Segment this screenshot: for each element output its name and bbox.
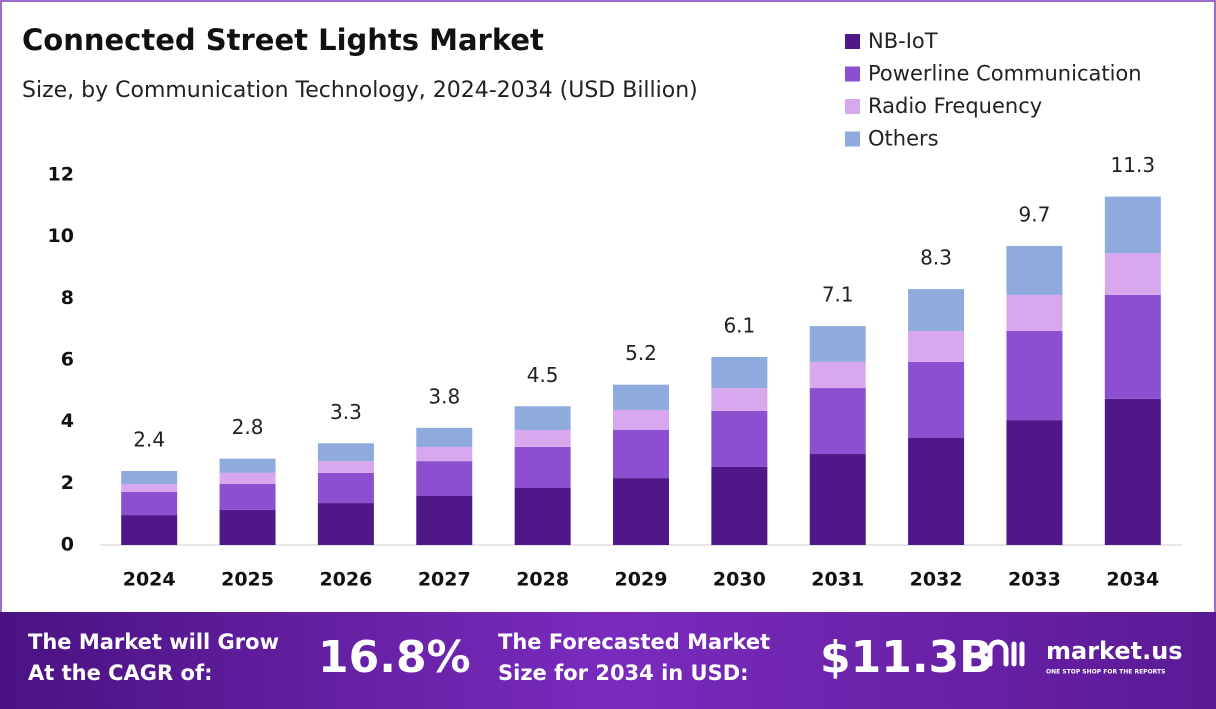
- footer-value: 16.8%: [318, 632, 471, 683]
- bar-segment: [514, 487, 571, 545]
- bar-segment: [416, 427, 473, 447]
- total-label: 5.2: [625, 341, 657, 365]
- total-label: 3.8: [428, 384, 460, 408]
- x-tick-label: 2032: [910, 569, 963, 591]
- bar-segment: [908, 331, 965, 362]
- bar-segment: [317, 443, 374, 462]
- bar-segment: [416, 461, 473, 496]
- bar-segment: [711, 388, 768, 411]
- bar-segment: [1104, 253, 1161, 295]
- total-label: 9.7: [1019, 202, 1051, 226]
- bar-segment: [121, 483, 178, 492]
- total-label: 2.8: [232, 415, 264, 439]
- total-label: 7.1: [822, 283, 854, 307]
- bar-segment: [219, 458, 276, 473]
- bar-segment: [908, 438, 965, 545]
- brand-tagline: ONE STOP SHOP FOR THE REPORTS: [1046, 669, 1165, 676]
- bar-segment: [809, 326, 866, 362]
- legend-swatch: [845, 34, 860, 49]
- bar-segment: [514, 406, 571, 430]
- bar-segment: [219, 509, 276, 545]
- y-tick-label: 8: [61, 287, 74, 309]
- bar-segment: [1006, 245, 1063, 295]
- bar-segment: [613, 429, 669, 479]
- legend-swatch: [845, 131, 860, 147]
- brand: market.us: [1046, 637, 1183, 665]
- bar-segment: [1006, 294, 1063, 332]
- bar-segment: [416, 446, 473, 462]
- total-label: 3.3: [330, 400, 362, 424]
- bar-segment: [1006, 420, 1063, 545]
- x-tick-label: 2024: [123, 569, 176, 591]
- x-tick-label: 2031: [811, 569, 864, 591]
- x-tick-label: 2030: [713, 569, 766, 591]
- bar-segment: [809, 361, 866, 389]
- bar-segment: [317, 472, 374, 504]
- bar-segment: [1104, 398, 1161, 545]
- legend-label: Powerline Communication: [868, 62, 1142, 86]
- footer-text: The Forecasted Market: [498, 630, 770, 654]
- bar-segment: [1006, 331, 1063, 421]
- footer-text: Size for 2034 in USD:: [498, 661, 749, 685]
- x-tick-label: 2029: [615, 569, 668, 591]
- bar-segment: [1104, 294, 1161, 399]
- chart-subtitle: Size, by Communication Technology, 2024-…: [22, 78, 698, 103]
- legend-swatch: [845, 66, 860, 82]
- bar-segment: [219, 483, 276, 510]
- y-tick-label: 6: [61, 349, 74, 371]
- bar-segment: [711, 356, 768, 389]
- bar-segment: [514, 446, 571, 488]
- total-label: 4.5: [527, 363, 559, 387]
- chart-title: Connected Street Lights Market: [22, 23, 544, 57]
- total-label: 11.3: [1111, 153, 1156, 177]
- x-tick-label: 2025: [221, 569, 274, 591]
- total-label: 2.4: [133, 428, 165, 452]
- bar-segment: [711, 466, 768, 545]
- y-tick-label: 12: [48, 164, 74, 186]
- bar-segment: [514, 429, 571, 447]
- bar-segment: [317, 461, 374, 473]
- bar-segment: [416, 495, 473, 545]
- footer-value: $11.3B: [820, 632, 993, 683]
- bar-segment: [121, 491, 178, 516]
- bar-segment: [908, 361, 965, 439]
- bar-segment: [121, 515, 178, 545]
- bar-segment: [613, 409, 669, 430]
- bar-segment: [809, 388, 866, 455]
- y-tick-label: 2: [61, 472, 74, 494]
- bar-segment: [219, 472, 276, 484]
- legend-label: Others: [868, 127, 939, 151]
- y-tick-label: 10: [48, 225, 74, 247]
- bar-segment: [809, 454, 866, 545]
- x-tick-label: 2033: [1008, 569, 1061, 591]
- y-tick-label: 0: [61, 534, 74, 556]
- footer-text: The Market will Grow: [28, 630, 279, 654]
- y-tick-label: 4: [61, 410, 74, 432]
- bar-segment: [1104, 196, 1161, 254]
- x-tick-label: 2034: [1106, 569, 1159, 591]
- legend-swatch: [845, 99, 860, 114]
- total-label: 8.3: [920, 246, 952, 270]
- total-label: 6.1: [723, 313, 755, 337]
- bar-segment: [613, 478, 669, 545]
- footer-text: At the CAGR of:: [28, 661, 213, 685]
- bar-segment: [121, 471, 178, 484]
- x-tick-label: 2028: [516, 569, 569, 591]
- bar-segment: [711, 410, 768, 467]
- bar-segment: [613, 384, 669, 410]
- legend-label: NB-IoT: [868, 29, 938, 53]
- x-tick-label: 2027: [418, 569, 471, 591]
- bar-segment: [317, 503, 374, 545]
- legend-label: Radio Frequency: [868, 94, 1042, 118]
- brand-logo: [987, 639, 1025, 667]
- x-tick-label: 2026: [319, 569, 372, 591]
- footer: The Market will Grow At the CAGR of: 16.…: [28, 630, 1183, 685]
- bar-segment: [908, 289, 965, 332]
